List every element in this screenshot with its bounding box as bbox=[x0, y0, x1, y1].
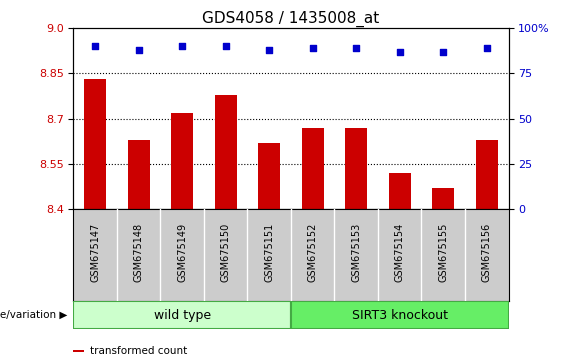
Bar bbox=[432, 188, 454, 209]
Bar bbox=[389, 173, 411, 209]
Bar bbox=[171, 113, 193, 209]
Text: GSM675156: GSM675156 bbox=[482, 223, 492, 282]
Point bbox=[177, 44, 186, 49]
Bar bbox=[73, 350, 84, 353]
Point bbox=[396, 49, 405, 55]
Text: SIRT3 knockout: SIRT3 knockout bbox=[352, 309, 447, 321]
Bar bbox=[345, 128, 367, 209]
Text: GSM675155: GSM675155 bbox=[438, 223, 448, 282]
Bar bbox=[215, 95, 237, 209]
Text: GSM675149: GSM675149 bbox=[177, 223, 187, 282]
Bar bbox=[258, 143, 280, 209]
Point bbox=[134, 47, 144, 53]
Point bbox=[264, 47, 274, 53]
Text: wild type: wild type bbox=[154, 309, 211, 321]
Bar bbox=[84, 80, 106, 209]
Text: GSM675148: GSM675148 bbox=[134, 223, 144, 282]
Bar bbox=[128, 140, 150, 209]
Text: genotype/variation ▶: genotype/variation ▶ bbox=[0, 310, 68, 320]
Bar bbox=[476, 140, 498, 209]
Bar bbox=[73, 301, 291, 329]
Point bbox=[438, 49, 447, 55]
Point bbox=[483, 45, 492, 51]
Text: GSM675150: GSM675150 bbox=[221, 223, 231, 282]
Point bbox=[90, 44, 100, 49]
Text: GSM675151: GSM675151 bbox=[264, 223, 274, 282]
Title: GDS4058 / 1435008_at: GDS4058 / 1435008_at bbox=[202, 11, 380, 27]
Bar bbox=[291, 301, 508, 329]
Text: GSM675152: GSM675152 bbox=[308, 223, 318, 282]
Bar bbox=[302, 128, 324, 209]
Point bbox=[308, 45, 318, 51]
Text: GSM675153: GSM675153 bbox=[351, 223, 361, 282]
Text: GSM675154: GSM675154 bbox=[395, 223, 405, 282]
Text: transformed count: transformed count bbox=[90, 346, 188, 354]
Point bbox=[351, 45, 361, 51]
Text: GSM675147: GSM675147 bbox=[90, 223, 100, 282]
Point bbox=[221, 44, 231, 49]
